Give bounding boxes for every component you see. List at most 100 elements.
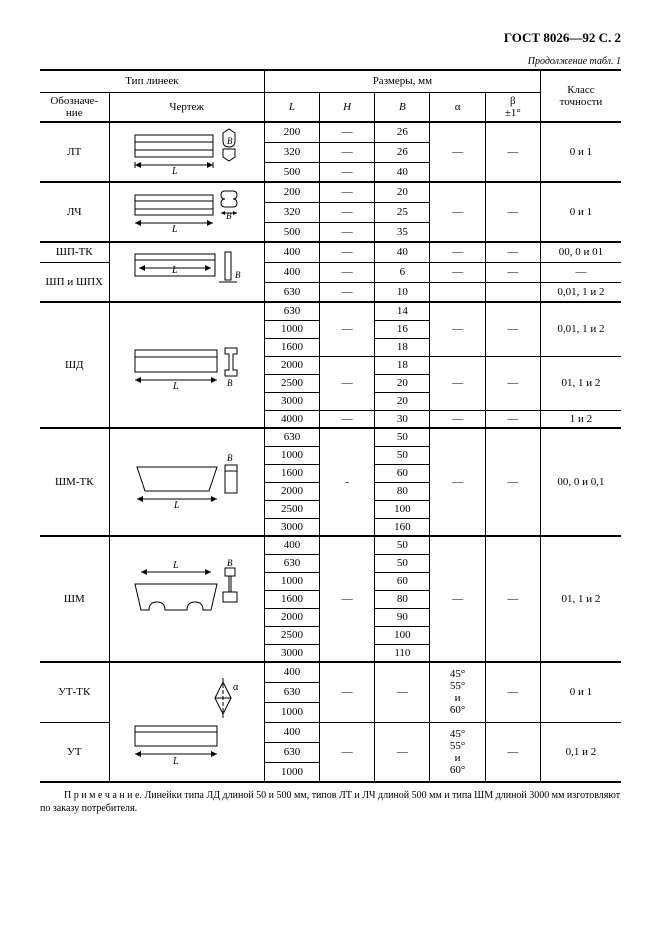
cell: 0 и 1 [540, 182, 621, 242]
hdr-beta: β ±1° [485, 92, 540, 122]
cell: 1000 [264, 320, 319, 338]
cell: 14 [375, 302, 430, 320]
cell: 630 [264, 682, 319, 702]
cell: — [485, 262, 540, 282]
drawing-shd-icon: L B [127, 330, 247, 400]
hdr-alpha: α [430, 92, 485, 122]
cell: 20 [375, 374, 430, 392]
cell: — [485, 242, 540, 262]
cell: — [430, 122, 485, 182]
footnote: П р и м е ч а н и е. Линейки типа ЛД дли… [40, 789, 621, 815]
cell: 1000 [264, 702, 319, 722]
cell: 80 [375, 482, 430, 500]
cell: — [320, 242, 375, 262]
cell: — [485, 428, 540, 536]
cell: 26 [375, 122, 430, 142]
hdr-obz: Обозначе- ние [40, 92, 109, 122]
cell: 25 [375, 202, 430, 222]
cell: 630 [264, 428, 319, 446]
svg-text:L: L [171, 166, 178, 177]
row-lt-label: ЛТ [40, 122, 109, 182]
cell: — [430, 410, 485, 428]
hdr-class: Класс точности [540, 70, 621, 122]
cell: 60 [375, 464, 430, 482]
cell: — [320, 122, 375, 142]
drawing-shm-icon: L B [127, 554, 247, 644]
cell: - [320, 428, 375, 536]
drawing-lt-icon: L B [127, 127, 247, 177]
cell: — [320, 162, 375, 182]
svg-text:L: L [173, 500, 180, 511]
row-lch-drawing: L B [109, 182, 264, 242]
cell: 2500 [264, 500, 319, 518]
cell: — [320, 202, 375, 222]
hdr-dims: Размеры, мм [264, 70, 540, 92]
svg-text:B: B [227, 378, 233, 388]
cell: — [320, 410, 375, 428]
cell: 35 [375, 222, 430, 242]
cell: 01, 1 и 2 [540, 536, 621, 662]
svg-text:B: B [227, 453, 233, 463]
dimensions-table: Тип линеек Размеры, мм Класс точности Об… [40, 69, 621, 783]
cell: — [430, 428, 485, 536]
cell: 20 [375, 392, 430, 410]
cell: 100 [375, 500, 430, 518]
cell: 2000 [264, 608, 319, 626]
cell: 40 [375, 242, 430, 262]
cell: 6 [375, 262, 430, 282]
svg-text:L: L [172, 756, 179, 767]
cell: 500 [264, 222, 319, 242]
cell: — [375, 722, 430, 782]
cell: 30 [375, 410, 430, 428]
cell: 630 [264, 302, 319, 320]
cell: — [430, 182, 485, 242]
row-shd-label: ШД [40, 302, 109, 428]
cell: 3000 [264, 644, 319, 662]
cell: — [485, 122, 540, 182]
cell: 400 [264, 242, 319, 262]
row-lch-label: ЛЧ [40, 182, 109, 242]
cell: — [485, 662, 540, 722]
cell: — [485, 356, 540, 410]
cell: 80 [375, 590, 430, 608]
cell: 400 [264, 536, 319, 554]
cell: — [540, 262, 621, 282]
svg-text:L: L [171, 265, 178, 276]
cell: 400 [264, 722, 319, 742]
cell: — [430, 536, 485, 662]
svg-text:L: L [171, 224, 178, 235]
cell [485, 282, 540, 302]
cell: 1000 [264, 762, 319, 782]
row-lt-drawing: L B [109, 122, 264, 182]
row-shm-drawing: L B [109, 536, 264, 662]
cell: — [320, 182, 375, 202]
cell: 1000 [264, 572, 319, 590]
cell: 630 [264, 282, 319, 302]
cell: 2500 [264, 374, 319, 392]
cell: 10 [375, 282, 430, 302]
row-shptk-label: ШП-ТК [40, 242, 109, 262]
cell: 18 [375, 356, 430, 374]
cell: 100 [375, 626, 430, 644]
svg-text:B: B [227, 558, 233, 568]
cell: — [485, 302, 540, 356]
cell: 50 [375, 446, 430, 464]
svg-text:B: B [227, 136, 233, 146]
cell: — [320, 142, 375, 162]
cell: — [430, 242, 485, 262]
cell: 45° 55° и 60° [430, 722, 485, 782]
cell: 20 [375, 182, 430, 202]
drawing-lch-icon: L B [127, 187, 247, 237]
cell: — [430, 356, 485, 410]
cell: 2500 [264, 626, 319, 644]
cell: — [320, 302, 375, 356]
cell: — [320, 356, 375, 410]
cell: — [485, 182, 540, 242]
row-ut-label: УТ [40, 722, 109, 782]
cell: 0 и 1 [540, 662, 621, 722]
cell: 200 [264, 182, 319, 202]
cell: 90 [375, 608, 430, 626]
cell: 1 и 2 [540, 410, 621, 428]
hdr-B: B [375, 92, 430, 122]
cell: 00, 0 и 0,1 [540, 428, 621, 536]
